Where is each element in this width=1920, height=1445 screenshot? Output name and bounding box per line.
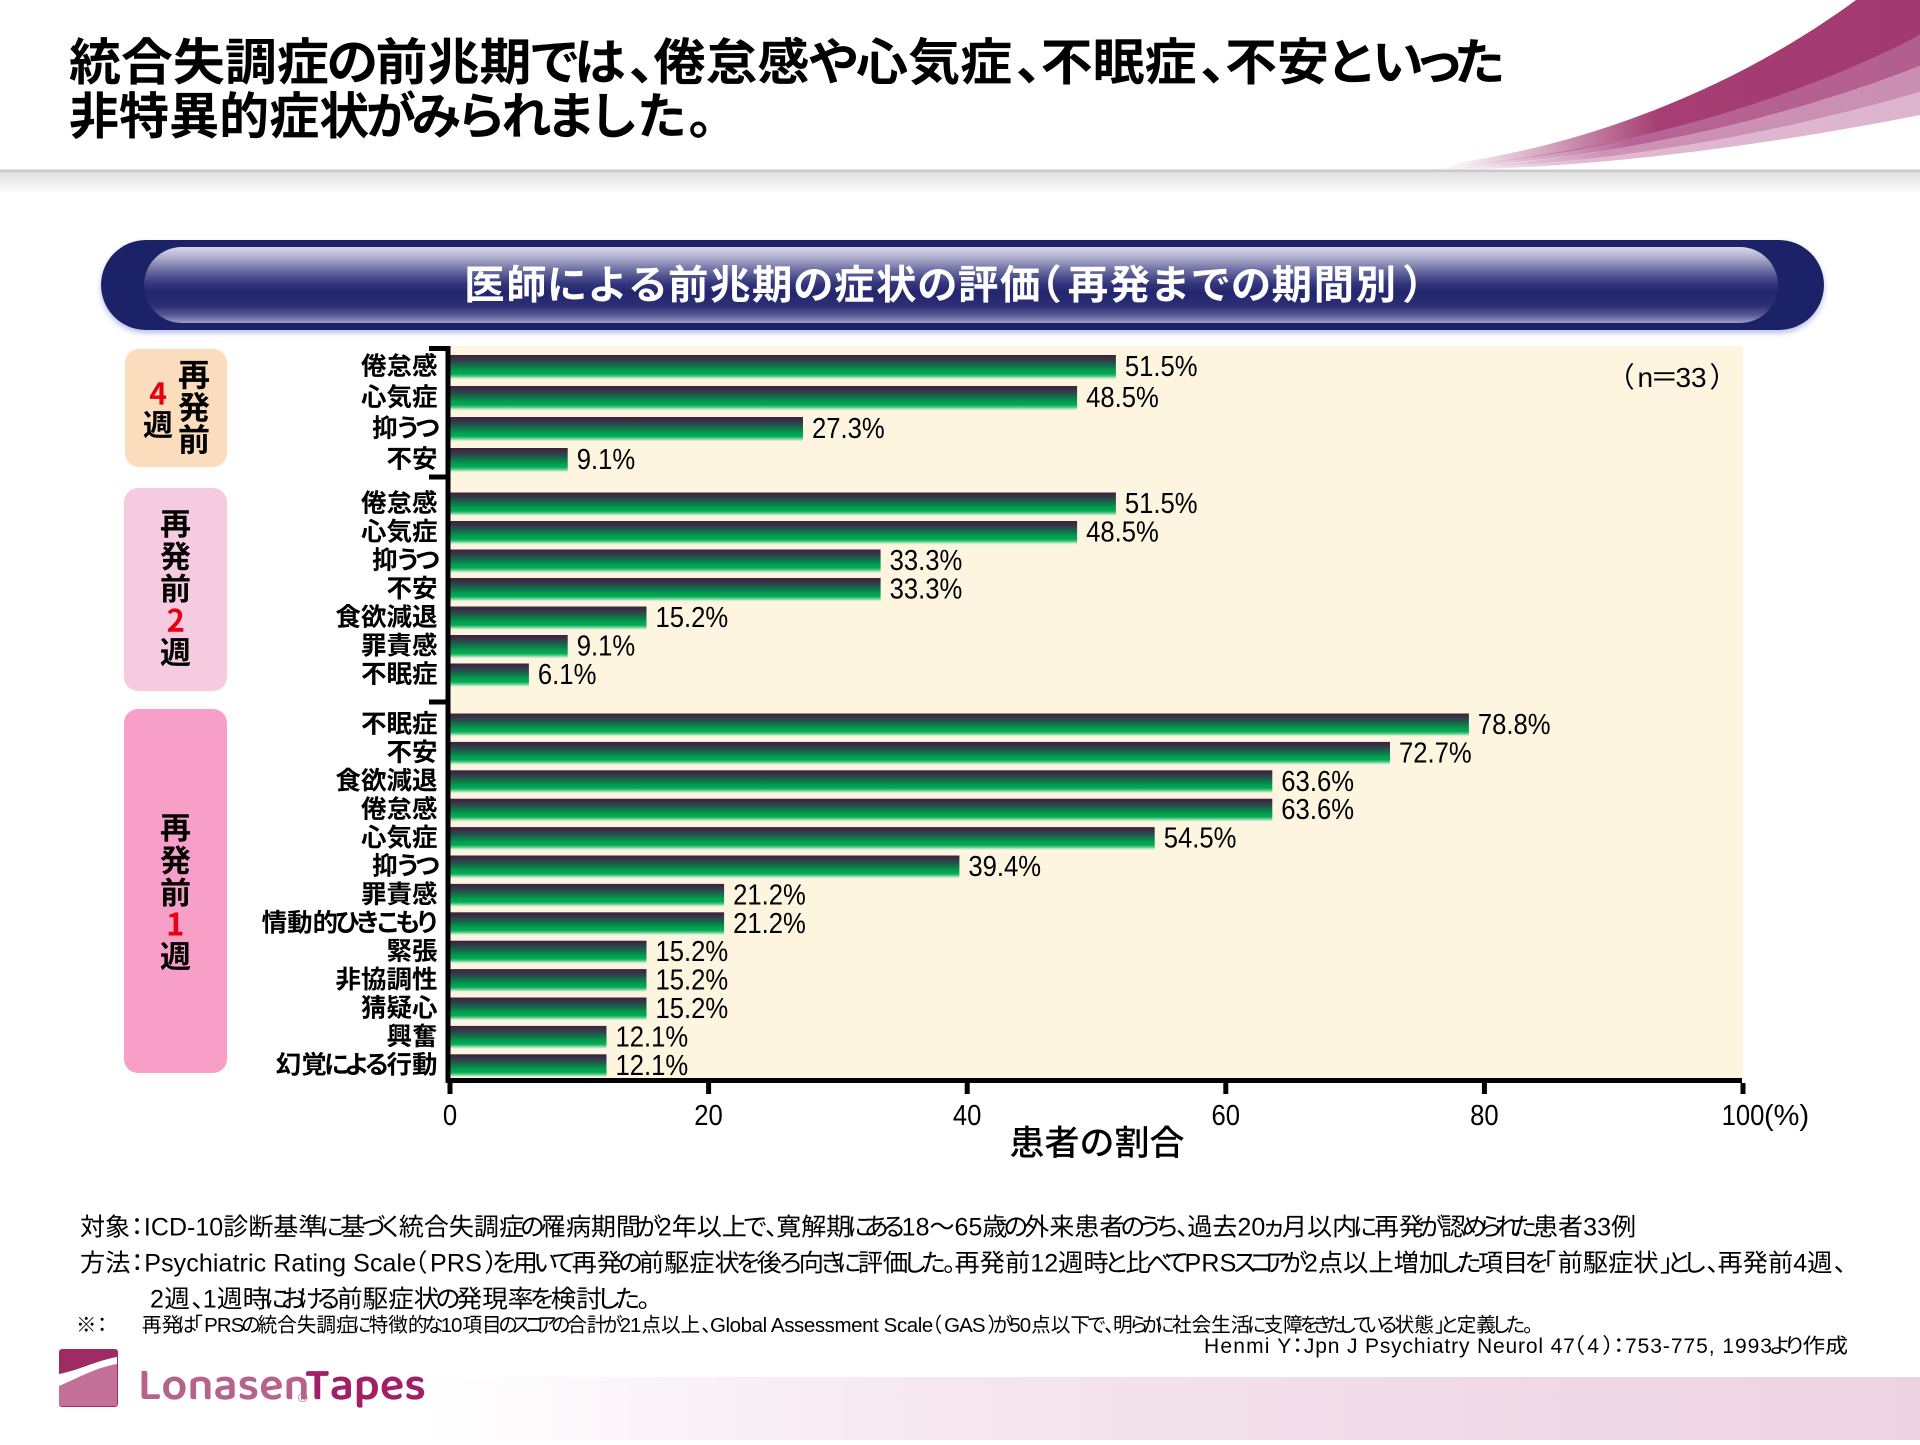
svg-text:9.1%: 9.1% bbox=[577, 631, 636, 663]
svg-text:6.1%: 6.1% bbox=[538, 659, 597, 691]
svg-text:21.2%: 21.2% bbox=[733, 908, 806, 940]
svg-text:9.1%: 9.1% bbox=[577, 444, 636, 476]
svg-text:80: 80 bbox=[1470, 1100, 1499, 1132]
svg-text:GAS: GAS bbox=[944, 1314, 985, 1337]
svg-text:51.5%: 51.5% bbox=[1125, 488, 1198, 520]
svg-text:2: 2 bbox=[1304, 1250, 1318, 1278]
svg-text:33.3%: 33.3% bbox=[890, 574, 963, 606]
svg-text:753-775, 1993: 753-775, 1993 bbox=[1625, 1335, 1772, 1358]
svg-text:78.8%: 78.8% bbox=[1478, 709, 1551, 741]
svg-text:21.2%: 21.2% bbox=[733, 879, 806, 911]
svg-text:15.2%: 15.2% bbox=[656, 602, 729, 634]
svg-text:12: 12 bbox=[1030, 1250, 1058, 1278]
svg-text:60: 60 bbox=[1212, 1100, 1241, 1132]
svg-text:PRS: PRS bbox=[430, 1250, 482, 1278]
svg-text:100: 100 bbox=[1722, 1100, 1765, 1132]
svg-text:51.5%: 51.5% bbox=[1125, 351, 1198, 383]
svg-text:33: 33 bbox=[1583, 1214, 1611, 1242]
svg-text:0: 0 bbox=[443, 1100, 457, 1132]
svg-text:20: 20 bbox=[694, 1100, 723, 1132]
svg-text:Jpn J Psychiatry Neurol 47: Jpn J Psychiatry Neurol 47 bbox=[1304, 1335, 1575, 1358]
svg-text:2: 2 bbox=[150, 1286, 164, 1314]
svg-text:n: n bbox=[1638, 362, 1654, 393]
svg-text:PRS: PRS bbox=[204, 1314, 244, 1337]
svg-text:54.5%: 54.5% bbox=[1164, 823, 1237, 855]
svg-text:4: 4 bbox=[1587, 1335, 1599, 1358]
svg-text:1: 1 bbox=[203, 1286, 217, 1314]
svg-text:27.3%: 27.3% bbox=[812, 413, 885, 445]
svg-text:18: 18 bbox=[902, 1214, 930, 1242]
svg-text:21: 21 bbox=[620, 1314, 642, 1337]
svg-text:PRS: PRS bbox=[1185, 1250, 1237, 1278]
svg-text:33: 33 bbox=[1676, 362, 1707, 393]
svg-text:40: 40 bbox=[953, 1100, 982, 1132]
svg-text:15.2%: 15.2% bbox=[656, 965, 729, 997]
svg-text:Henmi Y: Henmi Y bbox=[1204, 1335, 1291, 1358]
svg-text:15.2%: 15.2% bbox=[656, 993, 729, 1025]
svg-text:63.6%: 63.6% bbox=[1281, 794, 1354, 826]
svg-text:Global Assessment Scale: Global Assessment Scale bbox=[710, 1314, 933, 1337]
svg-text:50: 50 bbox=[1009, 1314, 1031, 1337]
svg-text:15.2%: 15.2% bbox=[656, 936, 729, 968]
svg-text:4: 4 bbox=[1793, 1250, 1807, 1278]
svg-text:(%): (%) bbox=[1764, 1100, 1809, 1132]
svg-text:20: 20 bbox=[1237, 1214, 1265, 1242]
svg-text:33.3%: 33.3% bbox=[890, 545, 963, 577]
svg-text:Psychiatric Rating Scale: Psychiatric Rating Scale bbox=[144, 1250, 416, 1278]
svg-text:10: 10 bbox=[441, 1314, 463, 1337]
svg-text:48.5%: 48.5% bbox=[1086, 382, 1159, 414]
svg-text:12.1%: 12.1% bbox=[616, 1050, 689, 1082]
svg-text:65: 65 bbox=[955, 1214, 983, 1242]
svg-text:12.1%: 12.1% bbox=[616, 1021, 689, 1053]
svg-text:72.7%: 72.7% bbox=[1399, 737, 1472, 769]
svg-text:2: 2 bbox=[658, 1214, 672, 1242]
svg-text:ICD-10: ICD-10 bbox=[144, 1214, 223, 1242]
svg-text:39.4%: 39.4% bbox=[968, 851, 1041, 883]
svg-text:48.5%: 48.5% bbox=[1086, 517, 1159, 549]
svg-text:63.6%: 63.6% bbox=[1281, 766, 1354, 798]
